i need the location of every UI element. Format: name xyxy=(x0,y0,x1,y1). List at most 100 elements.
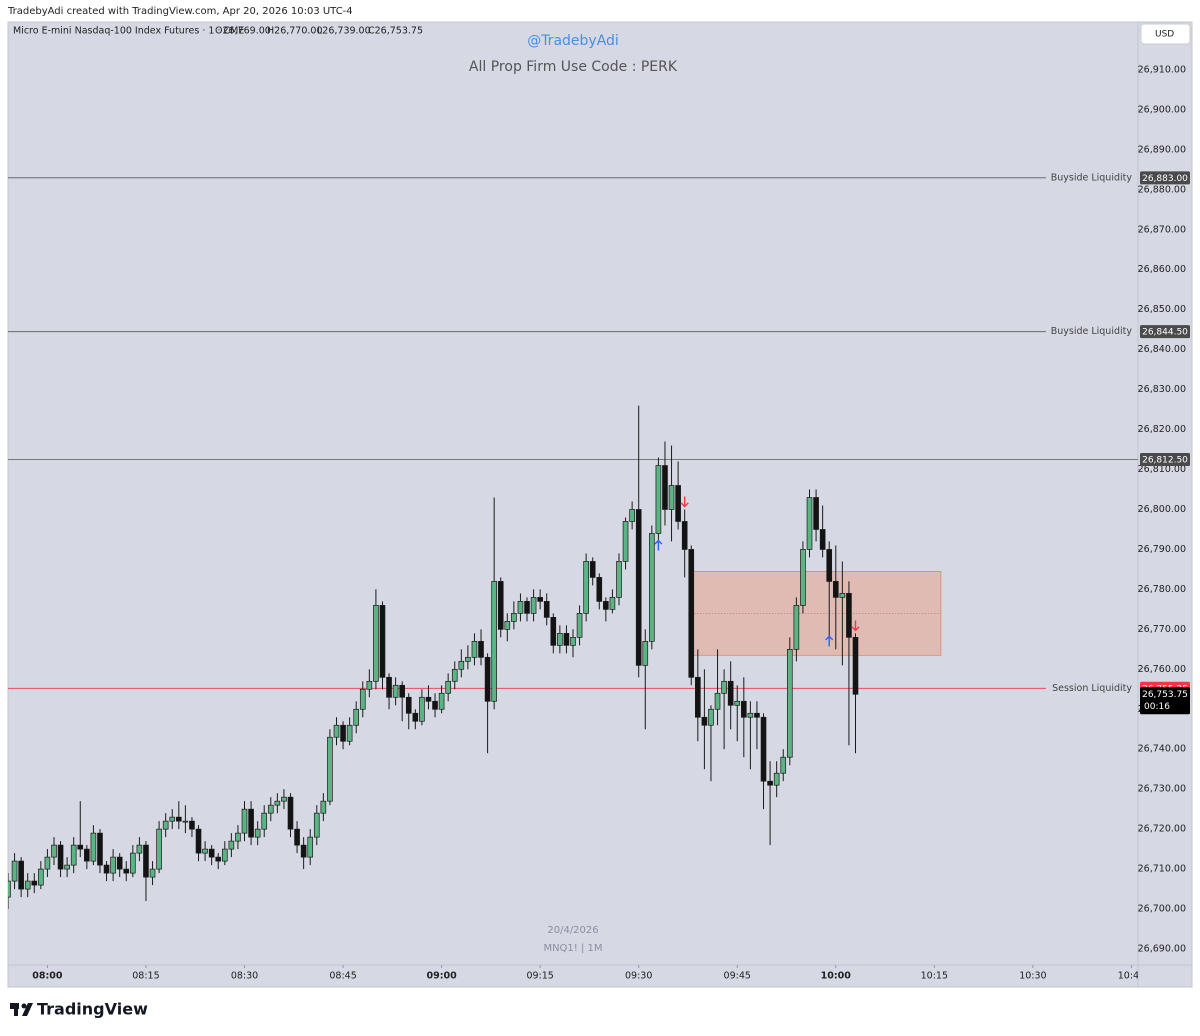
candle-body xyxy=(458,660,465,670)
candle-body xyxy=(570,636,576,646)
candle-body xyxy=(84,848,90,862)
watermark-symbol: MNQ1! | 1M xyxy=(543,943,602,954)
logo-mark xyxy=(21,1003,27,1009)
logo-mark xyxy=(14,1003,18,1016)
candle-body xyxy=(675,485,681,522)
x-tick-label: 08:15 xyxy=(132,971,159,982)
brand: TradingView xyxy=(37,1000,148,1019)
candle-body xyxy=(386,676,392,698)
level-price-label: 26,883.00 xyxy=(1142,174,1188,184)
candle-body xyxy=(202,848,208,854)
candle-body xyxy=(97,832,103,866)
y-tick-label: 26,760.00 xyxy=(1138,664,1186,675)
candle-body xyxy=(11,860,18,882)
ohlc-close: C26,753.75 xyxy=(368,26,423,37)
candle-body xyxy=(543,601,550,618)
candle-body xyxy=(793,605,800,650)
candle-body xyxy=(504,621,511,630)
y-tick-label: 26,860.00 xyxy=(1138,264,1186,275)
candle-body xyxy=(839,593,846,598)
candle-body xyxy=(813,497,819,530)
x-tick-label: 10:30 xyxy=(1019,971,1046,982)
candle-body xyxy=(714,692,721,710)
candle-body xyxy=(346,724,353,742)
candle-body xyxy=(300,844,307,858)
y-tick-label: 26,890.00 xyxy=(1138,144,1186,155)
candle-body xyxy=(18,860,24,890)
candle-body xyxy=(340,724,346,742)
candle-body xyxy=(24,880,31,890)
level-price-box xyxy=(1140,325,1190,339)
candle-body xyxy=(313,812,320,838)
candle-body xyxy=(622,521,629,562)
candle-body xyxy=(425,696,432,702)
zone xyxy=(690,571,942,656)
candle-body xyxy=(800,549,806,606)
level-text: Buyside Liquidity xyxy=(1051,172,1133,183)
candle-body xyxy=(281,796,287,802)
candle-body xyxy=(596,577,603,602)
y-tick-label: 26,700.00 xyxy=(1138,904,1186,915)
candle-body xyxy=(819,529,826,550)
candle-body xyxy=(832,581,839,598)
level-price-label: 26,812.50 xyxy=(1142,456,1188,466)
ohlc-open: O26,769.00 xyxy=(215,26,271,37)
y-tick-label: 26,870.00 xyxy=(1138,224,1186,235)
ohlc-low: L26,739.00 xyxy=(317,26,371,37)
candle-body xyxy=(235,832,241,842)
candle-body xyxy=(77,844,84,850)
candle-body xyxy=(484,656,491,702)
y-tick-label: 26,810.00 xyxy=(1138,464,1186,475)
candle-body xyxy=(287,796,294,830)
candle-body xyxy=(419,696,425,722)
candle-body xyxy=(465,656,471,662)
candle-body xyxy=(130,852,136,874)
signal-arrow xyxy=(825,635,834,647)
logo-mark xyxy=(22,1003,33,1016)
candle-body xyxy=(517,601,524,614)
logo xyxy=(10,1003,33,1016)
candle-body xyxy=(353,708,360,726)
candle-body xyxy=(708,708,714,726)
currency[interactable]: USD xyxy=(1155,30,1174,40)
candle-body xyxy=(445,680,451,694)
candle-body xyxy=(412,712,419,722)
candle-body xyxy=(642,640,649,666)
candle-body xyxy=(143,844,149,878)
x-tick-label: 10:45 xyxy=(1118,971,1145,982)
candle-body xyxy=(366,680,373,690)
candle-body xyxy=(681,521,688,550)
chart-background xyxy=(7,21,1193,988)
x-axis: 08:00 08:15 08:30 08:45 09:00 09:15 09:30 09:45… xyxy=(32,965,1145,982)
candle-body xyxy=(274,800,281,806)
candle-body xyxy=(359,688,366,710)
attribution: TradebyAdi created with TradingView.com,… xyxy=(7,6,353,17)
candle-body xyxy=(655,465,662,534)
candle-body xyxy=(583,561,589,614)
candle-body xyxy=(478,640,484,658)
candle-body xyxy=(38,868,44,886)
x-tick-label: 10:00 xyxy=(821,971,852,982)
candle-body xyxy=(208,848,215,858)
y-tick-label: 26,730.00 xyxy=(1138,784,1186,795)
y-tick-label: 26,710.00 xyxy=(1138,864,1186,875)
y-tick-label: 26,690.00 xyxy=(1138,944,1186,955)
x-tick-label: 10:15 xyxy=(921,971,948,982)
candle-body xyxy=(557,633,563,646)
candle-body xyxy=(149,868,156,878)
candle-body xyxy=(767,780,773,786)
candle-body xyxy=(156,828,162,870)
currency-box[interactable] xyxy=(1140,23,1191,45)
candle-body xyxy=(563,633,570,646)
candle-body xyxy=(511,613,517,622)
x-tick-label: 08:30 xyxy=(231,971,258,982)
y-tick-label: 26,900.00 xyxy=(1138,104,1186,115)
candle-body xyxy=(497,581,504,630)
candle-body xyxy=(267,804,274,814)
candle-body xyxy=(451,668,458,682)
signal-arrow xyxy=(680,496,689,508)
candle-body xyxy=(294,828,300,846)
x-tick-label: 09:15 xyxy=(526,971,553,982)
candle-body xyxy=(228,840,235,850)
